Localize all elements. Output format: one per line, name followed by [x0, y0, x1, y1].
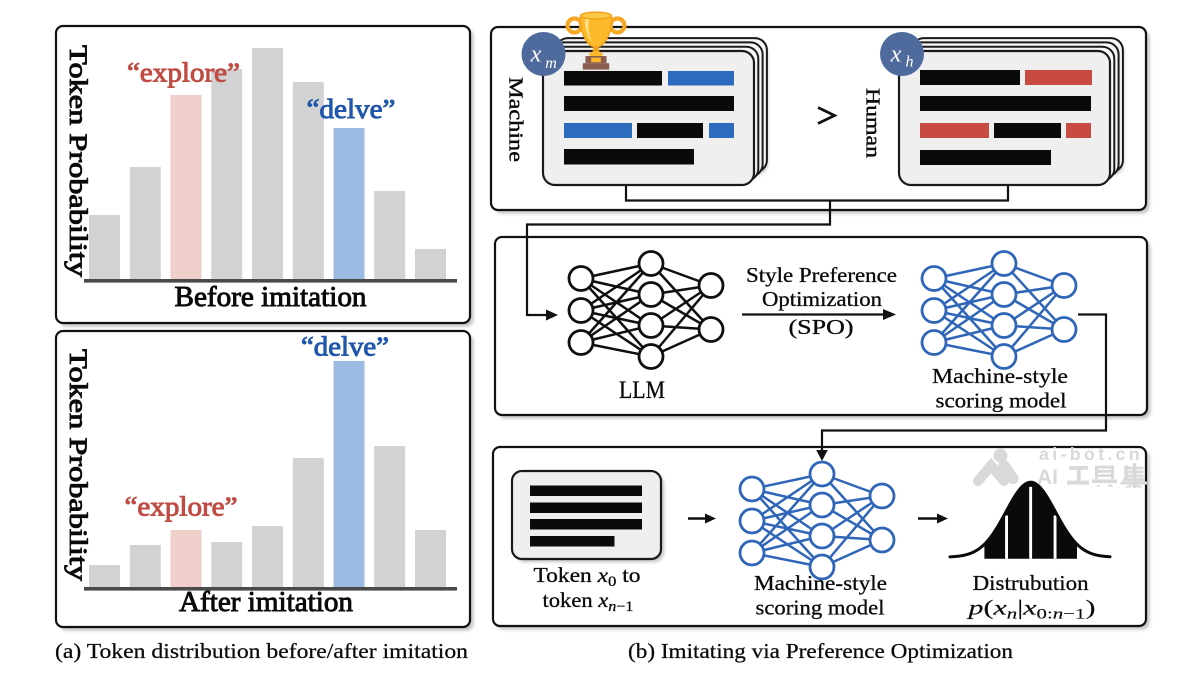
- svg-text:x: x: [890, 42, 902, 68]
- svg-text:m: m: [545, 55, 557, 72]
- svg-text:Token Probability: Token Probability: [64, 45, 91, 278]
- svg-text:x: x: [530, 42, 542, 68]
- svg-text:“explore”: “explore”: [127, 58, 240, 88]
- svg-text:“explore”: “explore”: [125, 492, 238, 522]
- svg-text:“delve”: “delve”: [307, 94, 396, 124]
- svg-text:Before imitation: Before imitation: [175, 282, 367, 313]
- svg-text:p(xn|x0:n−1): p(x n |x 0: n −1): [966, 596, 1096, 623]
- svg-text:Machine: Machine: [505, 77, 526, 162]
- svg-text:LLM: LLM: [619, 377, 665, 404]
- svg-text:h: h: [906, 54, 914, 71]
- svg-text:Human: Human: [862, 88, 883, 158]
- svg-text:Machine-style: Machine-style: [754, 571, 887, 595]
- svg-text:“delve”: “delve”: [301, 332, 389, 362]
- svg-text:Machine-style: Machine-style: [932, 364, 1068, 388]
- svg-text:(SPO): (SPO): [789, 315, 854, 339]
- svg-text:After imitation: After imitation: [179, 587, 353, 618]
- svg-text:Style Preference: Style Preference: [746, 263, 897, 287]
- svg-text:AI: AI: [1037, 466, 1058, 489]
- svg-text:scoring model: scoring model: [936, 389, 1067, 413]
- svg-text:Token x0 to: Token x0 to: [534, 563, 641, 590]
- svg-text:Distrubution: Distrubution: [973, 571, 1089, 595]
- svg-text:scoring model: scoring model: [756, 596, 885, 620]
- svg-text:(a) Token distribution before/: (a) Token distribution before/after imit…: [55, 639, 469, 663]
- svg-text:(b) Imitating via Preference O: (b) Imitating via Preference Optimizatio…: [628, 639, 1014, 663]
- svg-text:Token Probability: Token Probability: [64, 349, 91, 582]
- svg-text:Optimization: Optimization: [762, 287, 883, 311]
- svg-text:ai-bot.cn: ai-bot.cn: [1039, 444, 1143, 464]
